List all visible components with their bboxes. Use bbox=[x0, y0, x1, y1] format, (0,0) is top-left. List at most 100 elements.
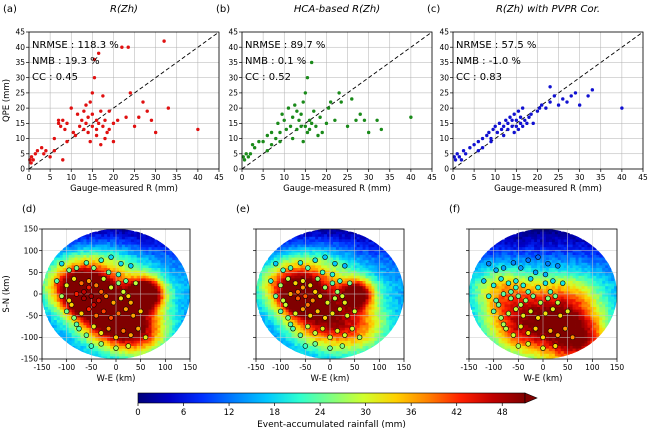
one-to-one-line bbox=[28, 31, 220, 170]
x-tick-label: 150 bbox=[610, 363, 625, 372]
rain-gauge bbox=[307, 282, 313, 289]
data-point bbox=[324, 121, 329, 126]
data-point bbox=[586, 94, 590, 98]
data-point bbox=[318, 115, 322, 119]
data-point bbox=[39, 145, 44, 150]
data-point bbox=[523, 118, 527, 122]
rain-gauge bbox=[96, 297, 102, 304]
y-tick-label: 5 bbox=[20, 149, 25, 158]
x-tick-label: 45 bbox=[638, 173, 648, 182]
rain-gauge bbox=[520, 312, 526, 319]
stat-label: NRMSE : 57.5 % bbox=[456, 40, 536, 51]
data-point bbox=[297, 118, 301, 122]
data-point bbox=[459, 158, 464, 162]
rain-gauge bbox=[268, 278, 274, 284]
rain-gauge bbox=[525, 289, 531, 295]
data-point bbox=[303, 124, 308, 129]
x-tick-label: -150 bbox=[460, 363, 477, 372]
x-tick-label: 150 bbox=[397, 363, 412, 372]
rain-gauge bbox=[312, 257, 318, 263]
rain-gauge bbox=[342, 332, 348, 338]
data-point bbox=[577, 103, 582, 107]
data-point bbox=[504, 118, 508, 122]
rain-gauge bbox=[305, 302, 311, 308]
data-point bbox=[82, 127, 86, 132]
x-tick-label: 150 bbox=[183, 363, 198, 372]
x-tick-label: 0 bbox=[240, 173, 245, 182]
data-point bbox=[535, 109, 540, 113]
x-tick-label: 10 bbox=[279, 173, 289, 182]
data-point bbox=[290, 136, 295, 141]
scatter-panel-2: 0 5 10 15 20 25 30 35 40 45 0 5 10 15 20 25 30 35 40 45 NRMS… bbox=[427, 4, 648, 194]
rain-gauge bbox=[562, 325, 568, 332]
data-point bbox=[501, 133, 506, 138]
panel-label: (b) bbox=[216, 4, 230, 15]
data-point bbox=[56, 118, 61, 122]
x-tick-label: 0 bbox=[541, 363, 546, 372]
rain-gauge bbox=[339, 293, 346, 299]
data-point bbox=[514, 124, 519, 129]
data-point bbox=[71, 130, 76, 135]
rain-gauge bbox=[120, 328, 127, 334]
data-point bbox=[520, 106, 525, 110]
rain-gauge bbox=[115, 310, 122, 317]
x-tick-label: 100 bbox=[372, 363, 387, 372]
rain-gauge bbox=[547, 289, 554, 295]
data-point bbox=[278, 130, 282, 135]
data-point bbox=[92, 75, 97, 80]
rain-gauge bbox=[83, 332, 90, 338]
stat-label: CC : 0.45 bbox=[32, 72, 78, 83]
rain-gauge bbox=[81, 295, 87, 302]
x-tick-label: 30 bbox=[151, 173, 161, 182]
rain-gauge bbox=[564, 308, 571, 315]
rain-gauge bbox=[287, 265, 294, 271]
x-tick-label: 35 bbox=[172, 173, 182, 182]
rain-gauge bbox=[527, 276, 534, 282]
data-point bbox=[166, 106, 171, 110]
colorbar-extend-arrow bbox=[524, 392, 538, 404]
one-to-one-line bbox=[241, 31, 433, 170]
rain-gauge bbox=[349, 325, 355, 332]
data-point bbox=[544, 106, 548, 110]
data-point bbox=[516, 109, 521, 113]
rain-gauge bbox=[523, 297, 529, 304]
rain-gauge bbox=[490, 282, 497, 289]
rain-gauge bbox=[329, 280, 336, 286]
x-tick-label: 5 bbox=[261, 173, 266, 182]
y-tick-label: 0 bbox=[20, 165, 25, 174]
data-point bbox=[101, 94, 105, 98]
rain-gauge bbox=[78, 280, 85, 286]
rain-gauge bbox=[290, 325, 296, 332]
rain-gauge bbox=[123, 306, 129, 312]
rain-gauge bbox=[125, 343, 132, 349]
rain-gauge bbox=[498, 315, 504, 321]
data-point bbox=[525, 121, 529, 126]
rain-gauge bbox=[115, 280, 122, 286]
data-point bbox=[124, 115, 128, 119]
x-tick-label: -50 bbox=[85, 363, 97, 372]
x-tick-label: 25 bbox=[554, 173, 564, 182]
data-point bbox=[463, 152, 468, 156]
rain-gauge bbox=[110, 299, 117, 306]
rain-gauge bbox=[108, 315, 114, 321]
rain-gauge bbox=[88, 343, 95, 349]
data-point bbox=[82, 109, 86, 113]
data-point bbox=[358, 112, 362, 116]
x-tick-label: 15 bbox=[512, 173, 522, 182]
data-point bbox=[520, 124, 525, 129]
y-tick-label: 0 bbox=[444, 165, 449, 174]
data-point bbox=[69, 106, 73, 110]
rain-gauge bbox=[305, 265, 311, 271]
rain-gauge bbox=[508, 295, 514, 302]
rain-gauge bbox=[319, 269, 326, 276]
rain-gauge bbox=[312, 330, 318, 336]
data-point bbox=[274, 136, 278, 141]
data-point bbox=[282, 118, 286, 122]
y-tick-label: 0 bbox=[233, 165, 238, 174]
data-point bbox=[88, 100, 92, 104]
rain-gauge bbox=[530, 293, 536, 299]
data-point bbox=[132, 124, 137, 129]
x-tick-label: -150 bbox=[247, 363, 264, 372]
rain-gauge bbox=[91, 323, 97, 330]
rain-gauge bbox=[486, 260, 492, 267]
